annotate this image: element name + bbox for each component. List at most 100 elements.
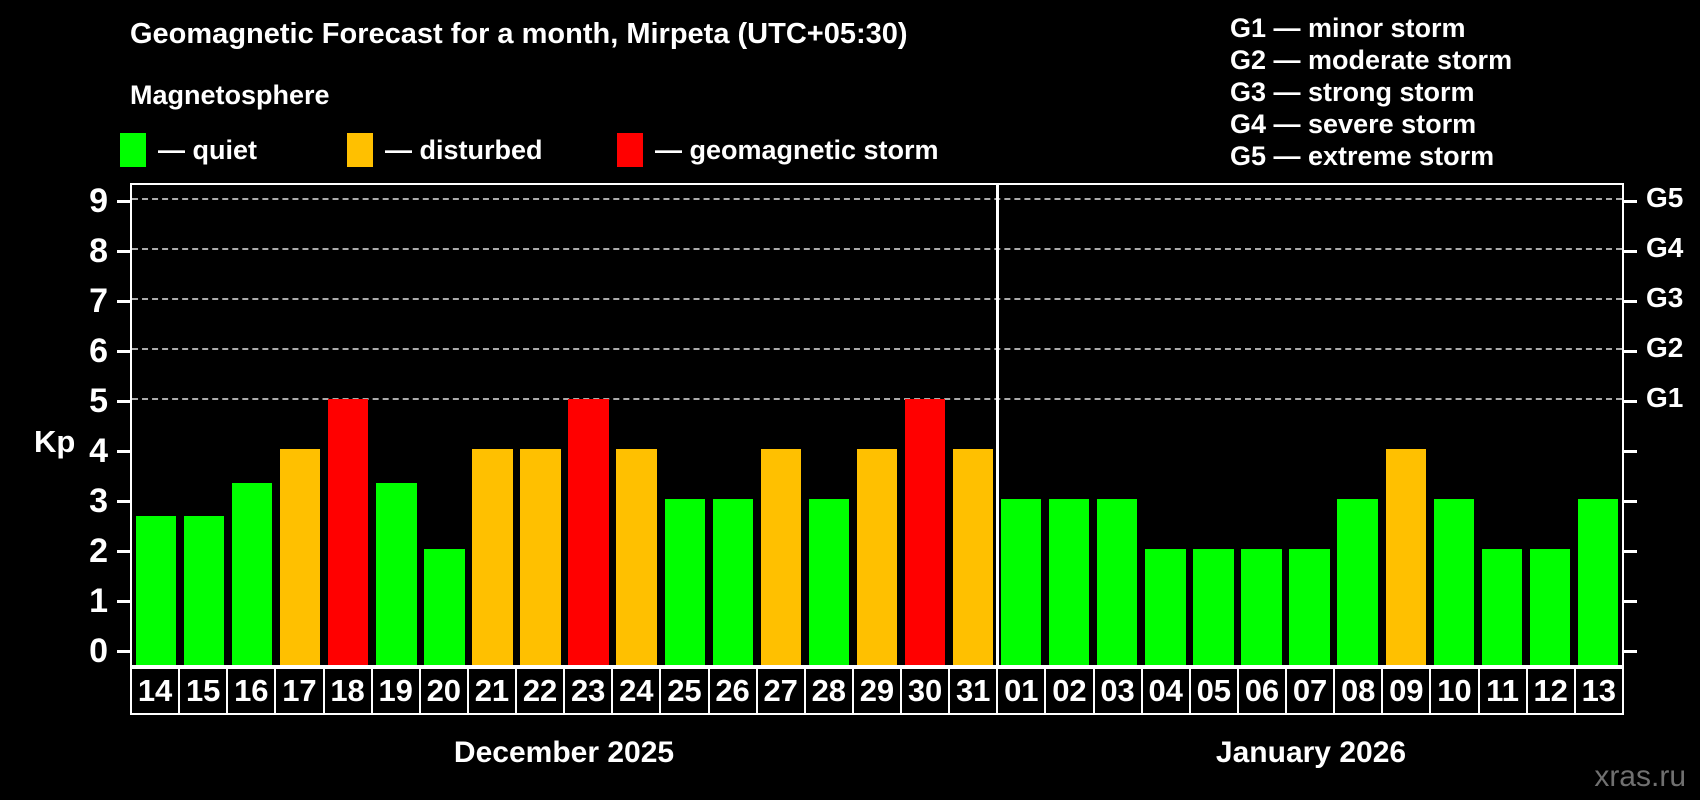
date-label-25: 25 — [659, 667, 710, 715]
y-axis-label-9: 9 — [89, 182, 108, 220]
kp-bar-18 — [328, 399, 369, 665]
kp-bar-23 — [568, 399, 609, 665]
date-label-01: 01 — [996, 667, 1047, 715]
y-axis-tick-left-9 — [117, 200, 130, 203]
y-axis-label-1: 1 — [89, 582, 108, 620]
chart-title: Geomagnetic Forecast for a month, Mirpet… — [130, 18, 908, 50]
date-label-14: 14 — [130, 667, 181, 715]
date-label-15: 15 — [178, 667, 229, 715]
y-axis-tick-right-0 — [1624, 650, 1637, 653]
y-axis-tick-left-3 — [117, 500, 130, 503]
date-label-29: 29 — [851, 667, 902, 715]
g4-legend-line: G4 — severe storm — [1230, 109, 1477, 139]
y-axis-label-0: 0 — [89, 632, 108, 670]
gridline-kp5 — [132, 398, 1622, 400]
date-label-12: 12 — [1525, 667, 1576, 715]
date-label-04: 04 — [1140, 667, 1191, 715]
kp-bar-09 — [1385, 449, 1426, 665]
g-scale-legend: G1 — minor storm G2 — moderate storm G3 … — [1230, 12, 1512, 172]
legend-label-quiet: — quiet — [158, 135, 257, 165]
kp-bar-06 — [1241, 549, 1282, 665]
kp-bar-02 — [1049, 499, 1090, 665]
date-label-16: 16 — [226, 667, 277, 715]
y-axis-label-8: 8 — [89, 232, 108, 270]
y-axis-tick-right-4 — [1624, 450, 1637, 453]
y-axis-tick-left-6 — [117, 350, 130, 353]
y-axis-label-4: 4 — [89, 432, 108, 470]
quiet-color-swatch — [120, 133, 146, 167]
kp-bar-01 — [1001, 499, 1042, 665]
kp-bar-13 — [1577, 499, 1619, 665]
y-axis-tick-right-6 — [1624, 350, 1637, 353]
plot-area — [130, 183, 1624, 667]
g3-legend-line: G3 — strong storm — [1230, 77, 1475, 107]
kp-bar-10 — [1433, 499, 1474, 665]
date-label-09: 09 — [1381, 667, 1432, 715]
date-label-26: 26 — [707, 667, 758, 715]
date-label-10: 10 — [1429, 667, 1480, 715]
date-label-13: 13 — [1573, 667, 1624, 715]
kp-bar-19 — [376, 482, 417, 665]
kp-bar-25 — [664, 499, 705, 665]
kp-bar-14 — [135, 515, 177, 665]
kp-bar-07 — [1289, 549, 1330, 665]
chart-subtitle: Magnetosphere — [130, 80, 330, 110]
date-label-03: 03 — [1092, 667, 1143, 715]
y-axis-label-7: 7 — [89, 282, 108, 320]
kp-bar-05 — [1193, 549, 1234, 665]
g2-legend-line: G2 — moderate storm — [1230, 45, 1513, 75]
date-label-02: 02 — [1044, 667, 1095, 715]
date-label-31: 31 — [948, 667, 999, 715]
y-axis-title: Kp — [34, 424, 76, 459]
g-axis-label-g5: G5 — [1646, 182, 1684, 213]
legend-label-storm: — geomagnetic storm — [655, 135, 939, 165]
y-axis-tick-left-1 — [117, 600, 130, 603]
gridline-kp7 — [132, 298, 1622, 300]
legend-label-disturbed: — disturbed — [385, 135, 543, 165]
date-label-27: 27 — [755, 667, 806, 715]
gridline-kp6 — [132, 348, 1622, 350]
kp-bar-21 — [472, 449, 513, 665]
kp-bar-27 — [760, 449, 802, 665]
date-label-05: 05 — [1188, 667, 1239, 715]
watermark: xras.ru — [1594, 760, 1686, 793]
g5-legend-line: G5 — extreme storm — [1230, 141, 1495, 171]
y-axis-tick-right-5 — [1624, 400, 1637, 403]
kp-bar-20 — [424, 549, 465, 665]
date-label-11: 11 — [1477, 667, 1528, 715]
y-axis-tick-right-3 — [1624, 500, 1637, 503]
date-label-17: 17 — [274, 667, 325, 715]
kp-bar-30 — [904, 399, 946, 665]
y-axis-tick-right-1 — [1624, 600, 1637, 603]
y-axis-label-6: 6 — [89, 332, 108, 370]
date-label-28: 28 — [803, 667, 854, 715]
date-label-30: 30 — [900, 667, 951, 715]
y-axis-tick-right-7 — [1624, 300, 1637, 303]
g-axis-label-g1: G1 — [1646, 382, 1684, 413]
g-axis-label-g2: G2 — [1646, 332, 1684, 363]
date-label-18: 18 — [322, 667, 373, 715]
y-axis-tick-left-8 — [117, 250, 130, 253]
date-label-19: 19 — [370, 667, 421, 715]
kp-bar-16 — [231, 482, 273, 665]
kp-bar-04 — [1145, 549, 1186, 665]
month-separator-line — [996, 185, 1000, 665]
y-axis-tick-left-2 — [117, 550, 130, 553]
y-axis-tick-left-5 — [117, 400, 130, 403]
date-label-08: 08 — [1333, 667, 1384, 715]
y-axis-tick-left-7 — [117, 300, 130, 303]
x-axis-date-row: 14 15 16 17 18 19 20 21 22 23 24 25 26 27 28 29 30 31 01 02… — [130, 667, 1624, 715]
date-label-07: 07 — [1285, 667, 1336, 715]
kp-bar-31 — [952, 449, 994, 665]
kp-bar-26 — [712, 499, 753, 665]
kp-bar-11 — [1481, 549, 1522, 665]
date-label-22: 22 — [515, 667, 566, 715]
storm-color-swatch — [617, 133, 643, 167]
y-axis-label-3: 3 — [89, 482, 108, 520]
month-label-december: December 2025 — [453, 736, 675, 769]
date-label-06: 06 — [1236, 667, 1287, 715]
y-axis-tick-right-9 — [1624, 200, 1637, 203]
kp-bar-17 — [280, 449, 321, 665]
kp-bar-08 — [1337, 499, 1378, 665]
kp-bar-22 — [520, 449, 561, 665]
